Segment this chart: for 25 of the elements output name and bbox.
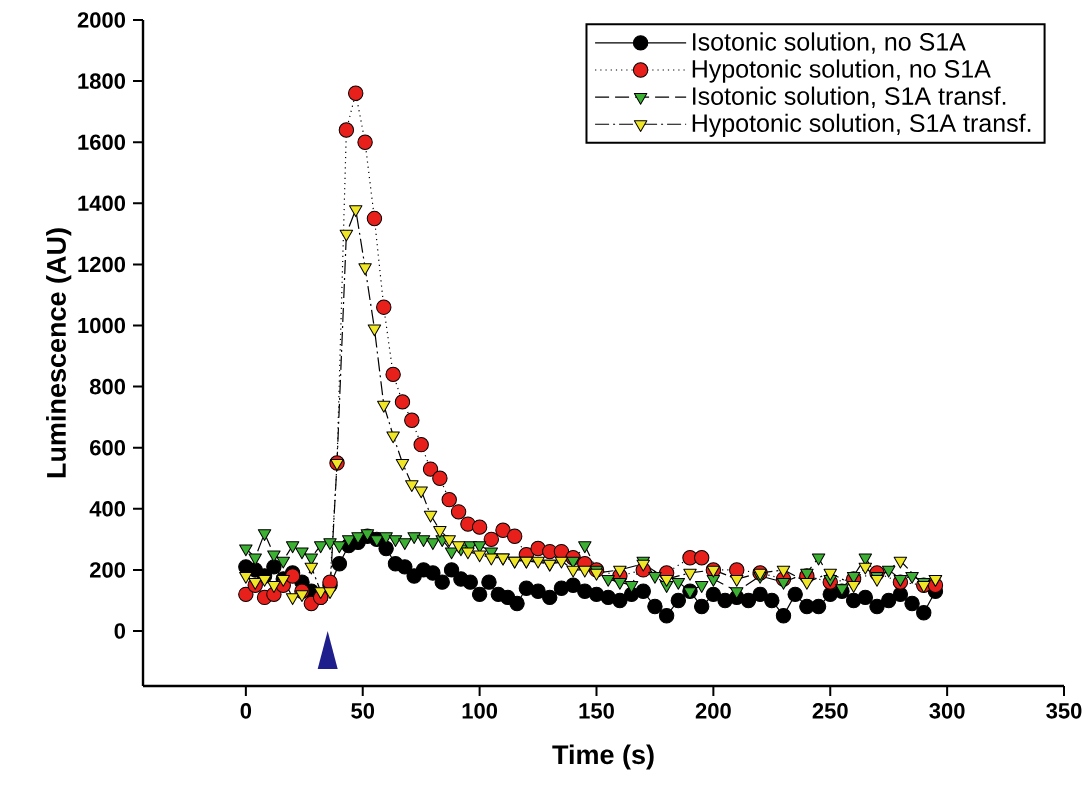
x-tick-label: 0 [240, 703, 252, 719]
legend-label: Hypotonic solution, S1A transf. [692, 113, 1031, 137]
y-tick-label: 1000 [78, 317, 126, 334]
x-tick-label: 200 [695, 703, 731, 719]
y-tick-label: 800 [89, 378, 126, 395]
x-axis-title: Time (s) [552, 744, 654, 770]
x-tick-label: 150 [579, 703, 614, 719]
x-tick-label: 100 [462, 703, 498, 719]
legend-label: Isotonic solution, no S1A [693, 32, 966, 54]
y-tick-label: 600 [90, 439, 126, 456]
y-tick-label: 1800 [78, 73, 126, 89]
y-tick-label: 0 [114, 623, 126, 639]
y-tick-label: 2000 [77, 12, 126, 28]
y-axis-title: Luminescence (AU) [46, 228, 72, 478]
x-tick-label: 50 [351, 703, 375, 719]
legend-label: Hypotonic solution, no S1A [692, 59, 991, 83]
y-tick-label: 200 [89, 562, 126, 578]
x-tick-label: 300 [929, 703, 965, 719]
y-tick-label: 1600 [78, 134, 126, 150]
legend-label: Isotonic solution, S1A transf. [693, 86, 1006, 108]
y-tick-label: 1200 [78, 256, 126, 273]
y-tick-label: 1400 [78, 195, 126, 212]
x-tick-label: 250 [812, 703, 848, 719]
x-tick-label: 350 [1046, 703, 1082, 719]
y-tick-label: 400 [89, 501, 126, 517]
